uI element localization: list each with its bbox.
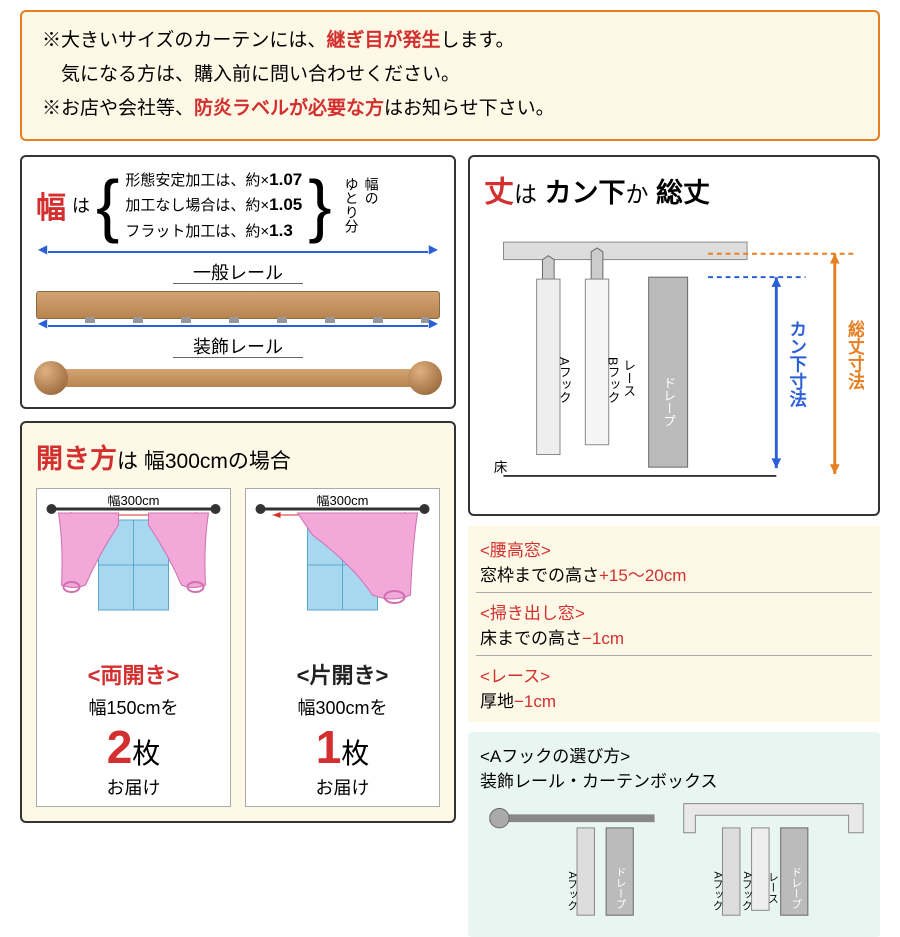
arrow-line — [48, 325, 428, 327]
deliver-label: お届け — [43, 774, 224, 800]
info-val: −1cm — [514, 692, 556, 711]
notice-line-3: ※お店や会社等、防炎ラベルが必要な方はお知らせ下さい。 — [42, 92, 858, 126]
opening-panel: 開き方は 幅300cmの場合 幅300cm — [20, 421, 456, 823]
svg-text:ドレープ: ドレープ — [615, 866, 627, 909]
hook-title: <Aフックの選び方> — [480, 742, 868, 767]
single-type-label: <片開き> — [252, 658, 433, 690]
svg-text:レース: レース — [767, 871, 779, 903]
info-val: −1cm — [582, 629, 624, 648]
svg-text:レース: レース — [621, 359, 635, 397]
deliver-label: お届け — [252, 774, 433, 800]
hook-diagram: Aフック ドレープ Aフック Aフック レース ドレープ — [480, 792, 868, 922]
width-ha: は — [72, 192, 90, 218]
brace-icon: { — [96, 175, 119, 235]
rail-label-decor: 装飾レール — [173, 337, 303, 358]
double-width: 幅150cmを — [43, 694, 224, 720]
info-title: <腰高窓> — [480, 541, 551, 560]
svg-text:幅300cm: 幅300cm — [107, 495, 159, 508]
hook-panel: <Aフックの選び方> 装飾レール・カーテンボックス Aフック ドレープ Aフック… — [468, 732, 880, 937]
hook-subtitle: 装飾レール・カーテンボックス — [480, 767, 868, 792]
len-sou: 総丈 — [649, 178, 711, 208]
svg-text:床: 床 — [494, 460, 508, 475]
notice-emphasis: 防炎ラベルが必要な方 — [194, 98, 384, 119]
mai-label: 枚 — [341, 738, 369, 769]
opening-title: 開き方は 幅300cmの場合 — [36, 437, 440, 476]
window-info-box: <腰高窓> 窓枠までの高さ+15〜20cm <掃き出し窓> 床までの高さ−1cm… — [468, 526, 880, 722]
width-panel: 幅 は { 形態安定加工は、約×1.07 加工なし場合は、約×1.05 フラット… — [20, 155, 456, 410]
svg-text:ドレープ: ドレープ — [661, 376, 675, 427]
ratio-num: 1.3 — [269, 221, 293, 240]
width-ratios: 形態安定加工は、約×1.07 加工なし場合は、約×1.05 フラット加工は、約×… — [125, 167, 302, 244]
length-diagram: 床 Aフック Bフック レース ドレープ — [484, 219, 864, 499]
len-kan: カン下 — [537, 178, 626, 208]
double-num: 2 — [107, 721, 133, 773]
open-red: 開き方 — [36, 444, 117, 474]
ratio-text: 加工なし場合は、約× — [125, 197, 269, 214]
svg-text:Aフック: Aフック — [566, 871, 578, 910]
ratio-text: フラット加工は、約× — [125, 223, 269, 240]
svg-text:Aフック: Aフック — [741, 871, 753, 910]
general-rail-illustration — [36, 291, 440, 319]
notice-line-2: 気になる方は、購入前に問い合わせください。 — [42, 58, 858, 92]
svg-text:ドレープ: ドレープ — [790, 866, 802, 909]
length-panel: 丈は カン下か 総丈 床 Aフック Bフック レース — [468, 155, 880, 516]
width-label: 幅 — [36, 183, 66, 227]
svg-text:カン下寸法: カン下寸法 — [788, 320, 808, 409]
svg-text:Aフック: Aフック — [557, 357, 571, 404]
notice-text: ※お店や会社等、 — [42, 98, 194, 119]
brace-icon: } — [308, 175, 331, 235]
single-num: 1 — [316, 721, 342, 773]
ratio-text: 形態安定加工は、約× — [125, 172, 269, 189]
open-ha: は — [117, 450, 138, 473]
ratio-num: 1.05 — [269, 195, 302, 214]
single-open-card: 幅300cm <片開き> 幅300cmを 1枚 お届け — [245, 488, 440, 807]
notice-emphasis: 継ぎ目が発生 — [326, 30, 440, 51]
ratio-num: 1.07 — [269, 170, 302, 189]
open-rest: 幅300cmの場合 — [138, 450, 291, 473]
svg-text:幅300cm: 幅300cm — [316, 495, 368, 508]
info-title: <レース> — [480, 667, 550, 686]
yutori-label: 幅のゆとり分 — [342, 177, 382, 233]
double-type-label: <両開き> — [43, 658, 224, 690]
svg-text:総丈寸法: 総丈寸法 — [846, 319, 864, 391]
rail-label-general: 一般レール — [173, 263, 303, 284]
length-title: 丈は カン下か 総丈 — [484, 167, 864, 211]
decor-rail-illustration — [52, 369, 424, 387]
koshi-info: <腰高窓> 窓枠までの高さ+15〜20cm — [476, 530, 872, 593]
arrow-line — [48, 251, 428, 253]
double-curtain-icon: 幅300cm — [43, 495, 224, 645]
len-ka: か — [626, 181, 649, 207]
len-ha: は — [514, 181, 537, 207]
notice-line-1: ※大きいサイズのカーテンには、継ぎ目が発生します。 — [42, 24, 858, 58]
lace-info: <レース> 厚地−1cm — [476, 656, 872, 718]
top-notice-box: ※大きいサイズのカーテンには、継ぎ目が発生します。 気になる方は、購入前に問い合… — [20, 10, 880, 141]
svg-text:Aフック: Aフック — [712, 871, 724, 910]
notice-text: ※大きいサイズのカーテンには、 — [42, 30, 326, 51]
haki-info: <掃き出し窓> 床までの高さ−1cm — [476, 593, 872, 656]
len-red: 丈 — [484, 176, 514, 209]
notice-text: はお知らせ下さい。 — [384, 98, 555, 119]
info-title: <掃き出し窓> — [480, 604, 585, 623]
double-open-card: 幅300cm <両開き> 幅150cmを 2枚 お届け — [36, 488, 231, 807]
svg-text:Bフック: Bフック — [606, 357, 620, 404]
info-text: 厚地 — [480, 692, 514, 711]
single-width: 幅300cmを — [252, 694, 433, 720]
single-curtain-icon: 幅300cm — [252, 495, 433, 645]
info-text: 床までの高さ — [480, 629, 582, 648]
mai-label: 枚 — [132, 738, 160, 769]
notice-text: します。 — [440, 30, 514, 51]
info-text: 窓枠までの高さ — [480, 566, 599, 585]
info-val: +15〜20cm — [599, 566, 686, 585]
